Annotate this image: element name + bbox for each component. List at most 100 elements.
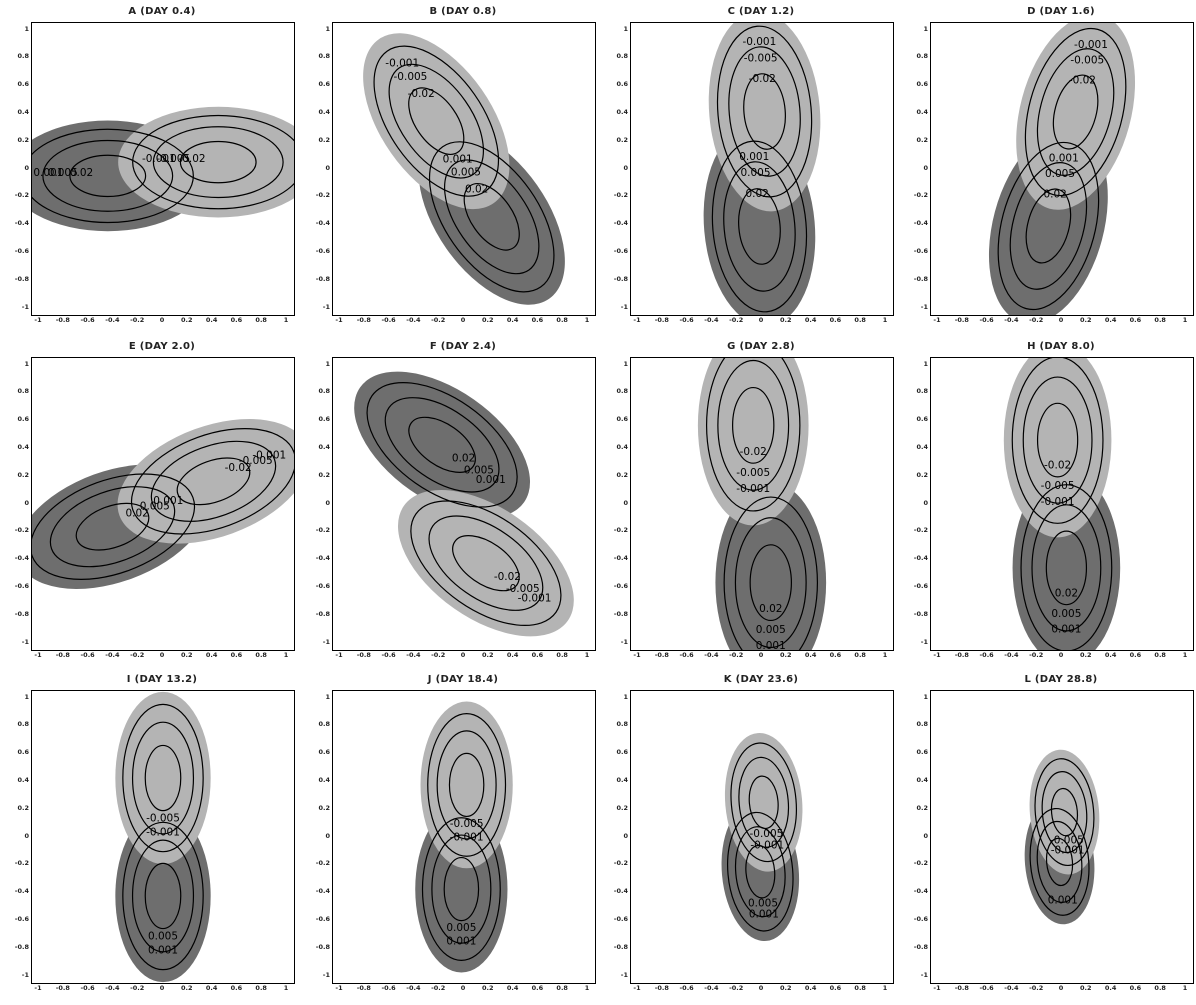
x-tick-label: -1: [34, 316, 42, 324]
y-tick-label: -0.2: [613, 191, 628, 200]
panel-title: E (DAY 2.0): [128, 341, 196, 352]
negative-region: [420, 701, 513, 869]
x-tick-label: -0.6: [381, 316, 396, 324]
contour-label: 0.001: [446, 936, 476, 948]
panel-title: J (DAY 18.4): [427, 674, 499, 685]
contour-label: -0.001: [385, 58, 419, 70]
x-tick-label: 0.4: [205, 984, 218, 992]
contour-label: -0.02: [749, 73, 776, 85]
contour-label: -0.005: [749, 828, 783, 840]
contour-label: -0.005: [146, 812, 180, 824]
y-tick-label: 0.6: [916, 80, 928, 89]
y-tick-label: 1: [325, 24, 330, 33]
y-tick-label: 1: [923, 24, 928, 33]
y-tick-label: -0.4: [913, 887, 928, 896]
y-tick-label: 1: [623, 692, 628, 701]
x-tick-label: -0.2: [1029, 316, 1044, 324]
x-tick-label: -0.4: [406, 651, 421, 659]
x-tick-label: -1: [933, 651, 941, 659]
y-tick-label: 0: [24, 831, 29, 840]
x-tick-label: 0.2: [780, 651, 792, 659]
y-tick-label: 0.2: [17, 803, 29, 812]
y-tick-label: 0.4: [17, 775, 29, 784]
y-tick-label: -0.4: [613, 219, 628, 228]
contour-label: 0.005: [48, 167, 78, 179]
y-tick-label: 0.8: [17, 720, 29, 729]
x-tick-label: 1: [584, 316, 590, 324]
contour-plot: 0.001 0.005 0.02 -0.001 -0.005 -0.02: [1003, 358, 1121, 650]
plot-area: 0.001 0.005 0.02 -0.001 -0.005 -0.02: [630, 22, 894, 316]
y-tick-label: 0.4: [616, 107, 628, 116]
contour-label: -0.005: [156, 153, 190, 165]
y-tick-label: 0.2: [916, 135, 928, 144]
y-tick-label: -1: [620, 637, 628, 646]
y-tick-label: -0.4: [315, 219, 330, 228]
x-tick-label: 0: [159, 651, 165, 659]
contour-pos-2: [738, 188, 781, 265]
y-tick-label: -0.8: [315, 274, 330, 283]
x-tick-label: -0.8: [55, 984, 70, 992]
x-tick-label: 0.8: [854, 651, 866, 659]
x-tick-label: -0.4: [704, 651, 719, 659]
contour-neg-2: [1050, 787, 1079, 837]
x-tick-label: 0: [460, 651, 466, 659]
x-tick-label: -1: [633, 316, 641, 324]
y-tick-label: 0: [325, 831, 330, 840]
y-tick-label: -0.2: [14, 526, 29, 535]
y-tick-label: 0.4: [916, 775, 928, 784]
y-tick-label: 0.4: [916, 442, 928, 451]
contour-label: -0.02: [1069, 75, 1096, 87]
contour-neg-0: [716, 25, 813, 198]
panel-l: L (DAY 28.8) 0.001 -0.001 -0.005 1 0.8 0.6 0.4 0…: [904, 674, 1196, 996]
x-tick-label: -0.6: [979, 984, 994, 992]
contour-label: 0.02: [70, 167, 93, 179]
x-tick-label: 0.2: [1080, 651, 1092, 659]
x-tick-label: 0.4: [1104, 316, 1117, 324]
x-tick-label: 0.2: [181, 316, 193, 324]
y-tick-label: 1: [623, 359, 628, 368]
plot-area: 0.001 0.005 0.02 -0.001 -0.005 -0.02: [332, 22, 596, 316]
x-tick-label: -0.4: [406, 984, 421, 992]
contour-label: 0.001: [1049, 153, 1079, 165]
y-tick-label: -0.8: [14, 942, 29, 951]
x-tick-label: 0.4: [1104, 651, 1117, 659]
x-tick-label: 1: [584, 651, 590, 659]
x-tick-label: -0.8: [654, 651, 669, 659]
contour-label: 0.02: [452, 453, 475, 465]
contour-pos-2: [69, 154, 147, 198]
x-tick-label: 0.8: [854, 984, 866, 992]
contour-neg-2: [732, 386, 775, 464]
y-tick-label: 1: [24, 359, 29, 368]
x-tick-label: -0.4: [704, 984, 719, 992]
y-tick-label: 0.4: [318, 442, 330, 451]
panel-title: H (DAY 8.0): [1027, 341, 1095, 352]
x-tick-label: 0.8: [1154, 984, 1166, 992]
panel-c: C (DAY 1.2) 0.001 0.005 0.02 -0.001 -0.005 -0.…: [604, 6, 896, 328]
contour-pos-2: [443, 856, 480, 922]
contour-neg-0: [1011, 358, 1104, 524]
contour-label: -0.02: [494, 571, 521, 583]
contour-neg-0: [410, 500, 562, 626]
y-tick-label: -1: [21, 970, 29, 979]
y-tick-label: -0.2: [14, 859, 29, 868]
x-tick-label: 0.4: [506, 651, 519, 659]
y-tick-label: 0.6: [17, 748, 29, 757]
x-tick-label: 1: [283, 651, 289, 659]
x-tick-label: 0.4: [804, 316, 817, 324]
panel-e: E (DAY 2.0) 0.001 0.005 0.02 -0.001 -0.005 -0.…: [5, 341, 297, 663]
contour-pos-2: [408, 416, 476, 473]
y-tick-label: -0.4: [913, 219, 928, 228]
y-tick-label: 0.6: [916, 415, 928, 424]
x-tick-label: -0.2: [729, 651, 744, 659]
y-tick-label: -0.8: [613, 274, 628, 283]
x-tick-label: 0.4: [804, 651, 817, 659]
contour-neg-2: [408, 87, 465, 155]
y-tick-label: -0.6: [315, 914, 330, 923]
x-tick-label: -0.8: [356, 651, 371, 659]
y-tick-label: 1: [325, 359, 330, 368]
x-tick-label: -0.6: [80, 984, 95, 992]
contour-pos-1: [734, 826, 786, 918]
panel-title: D (DAY 1.6): [1027, 6, 1095, 17]
panel-i: I (DAY 13.2) 0.001 0.005 -0.001 -0.005 1 0.8 0.…: [5, 674, 297, 996]
y-tick-label: 0: [24, 498, 29, 507]
